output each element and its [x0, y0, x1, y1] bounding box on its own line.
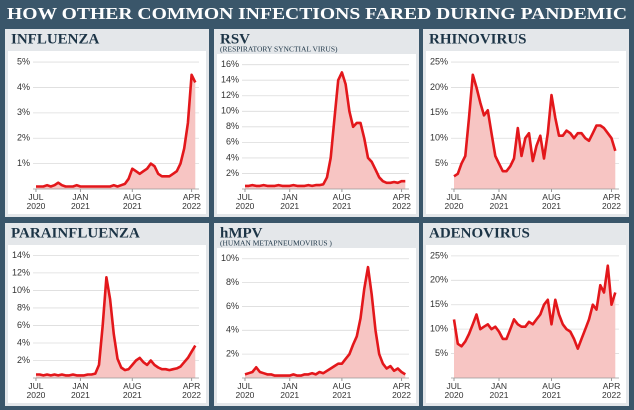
plot-background — [217, 248, 416, 403]
y-tick-label: 4% — [17, 82, 30, 92]
x-tick-label: APR 2022 — [182, 192, 202, 211]
page-title: HOW OTHER COMMON INFECTIONS FARED DURING… — [7, 4, 627, 23]
y-tick-label: 20% — [430, 82, 448, 92]
y-tick-label: 8% — [17, 302, 30, 312]
y-tick-label: 4% — [17, 337, 30, 347]
y-tick-label: 6% — [226, 301, 239, 311]
y-tick-label: 8% — [226, 121, 239, 131]
x-tick-label: AUG 2021 — [122, 381, 142, 400]
x-tick-label: JUL 2020 — [444, 192, 464, 211]
y-tick-label: 1% — [17, 158, 30, 168]
x-tick-label: JAN 2021 — [489, 192, 509, 211]
area — [245, 72, 406, 189]
y-tick-label: 25% — [430, 56, 448, 66]
x-tick-label: JUL 2020 — [26, 192, 46, 211]
area — [36, 74, 196, 189]
y-tick-label: 5% — [435, 348, 448, 358]
y-tick-label: 10% — [221, 253, 239, 263]
y-tick-label: 10% — [430, 133, 448, 143]
line — [453, 73, 617, 178]
x-tick-label: AUG 2021 — [332, 192, 352, 211]
panel-title: INFLUENZA — [11, 31, 100, 47]
y-tick-label: 15% — [430, 107, 448, 117]
x-tick-label: AUG 2021 — [332, 381, 352, 400]
x-tick-label: AUG 2021 — [122, 192, 142, 211]
x-tick-label: APR 2022 — [182, 381, 202, 400]
y-tick-label: 6% — [17, 320, 30, 330]
x-tick-label: JUL 2020 — [26, 381, 46, 400]
x-tick-label: APR 2022 — [602, 192, 621, 211]
y-tick-label: 2% — [226, 168, 239, 178]
y-tick-label: 5% — [435, 158, 448, 168]
panel-title: PARAINFLUENZA — [11, 225, 140, 241]
area — [245, 267, 406, 378]
x-tick-label: JUL 2020 — [235, 192, 255, 211]
line — [244, 265, 406, 377]
x-tick-label: APR 2022 — [392, 192, 411, 211]
x-tick-label: JAN 2021 — [280, 192, 300, 211]
line — [36, 73, 197, 188]
line — [36, 276, 197, 377]
y-tick-label: 12% — [221, 90, 239, 100]
y-tick-label: 10% — [221, 106, 239, 116]
x-tick-label: JUL 2020 — [235, 381, 255, 400]
y-tick-label: 15% — [430, 299, 448, 309]
y-tick-label: 4% — [226, 152, 239, 162]
y-tick-label: 14% — [221, 75, 239, 85]
y-tick-label: 4% — [226, 325, 239, 335]
panel-title: RSV — [220, 31, 250, 47]
x-tick-label: JAN 2021 — [489, 381, 509, 400]
plot-background — [8, 51, 206, 214]
panel-subtitle: (RESPIRATORY SYNCTIAL VIRUS) — [220, 45, 338, 54]
x-tick-label: AUG 2021 — [542, 192, 561, 211]
y-tick-label: 16% — [221, 59, 239, 69]
y-tick-label: 2% — [17, 133, 30, 143]
y-tick-label: 20% — [430, 275, 448, 285]
panel-title: ADENOVIRUS — [429, 225, 530, 241]
x-tick-label: JAN 2021 — [70, 381, 90, 400]
y-tick-label: 10% — [430, 324, 448, 334]
x-tick-label: JAN 2021 — [70, 192, 90, 211]
y-tick-label: 12% — [12, 267, 30, 277]
plot-background — [217, 54, 416, 214]
y-tick-label: 14% — [12, 250, 30, 260]
y-tick-label: 3% — [17, 107, 30, 117]
x-tick-label: JAN 2021 — [280, 381, 300, 400]
x-tick-label: AUG 2021 — [542, 381, 561, 400]
area — [454, 74, 616, 189]
panel-title: RHINOVIRUS — [429, 31, 527, 47]
line — [245, 71, 406, 188]
x-tick-label: JUL 2020 — [444, 381, 464, 400]
line — [452, 264, 617, 350]
x-tick-label: APR 2022 — [602, 381, 621, 400]
y-tick-label: 25% — [430, 250, 448, 260]
panel-title: hMPV — [220, 225, 263, 241]
y-tick-label: 5% — [17, 56, 30, 66]
x-tick-label: APR 2022 — [392, 381, 411, 400]
y-tick-label: 2% — [226, 349, 239, 359]
y-tick-label: 8% — [226, 277, 239, 287]
y-tick-label: 2% — [17, 355, 30, 365]
panel-subtitle: (HUMAN METAPNEUMOVIRUS ) — [220, 239, 332, 248]
y-tick-label: 6% — [226, 137, 239, 147]
y-tick-label: 10% — [12, 285, 30, 295]
